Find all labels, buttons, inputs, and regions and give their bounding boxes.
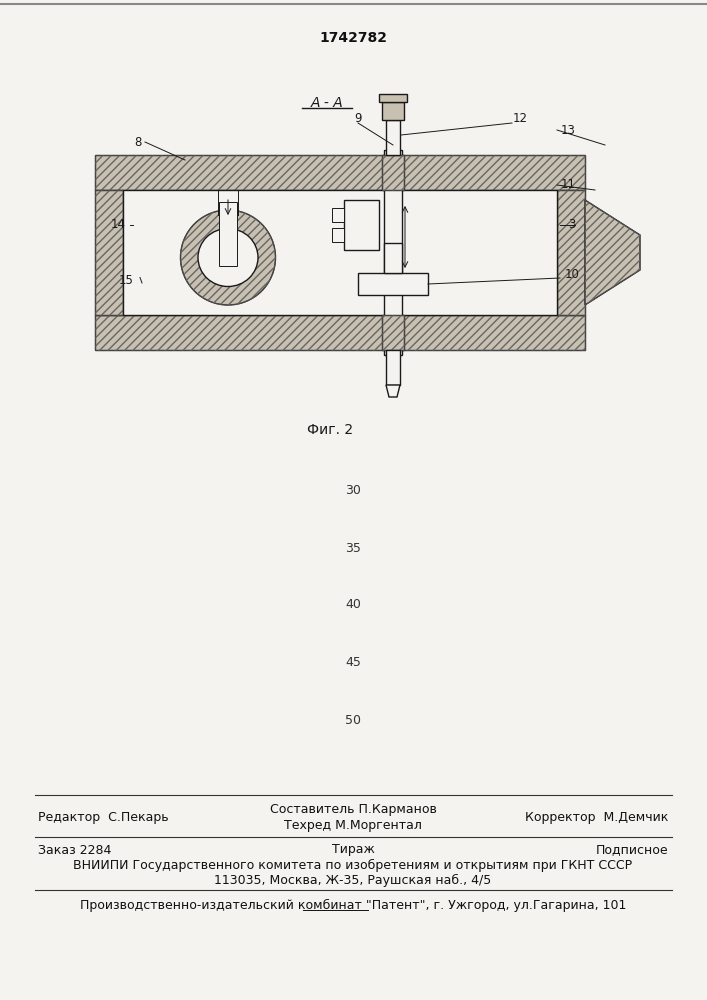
Polygon shape [95, 190, 123, 315]
Text: 35: 35 [345, 542, 361, 554]
Text: 30: 30 [345, 484, 361, 496]
Text: Редактор  С.Пекарь: Редактор С.Пекарь [38, 810, 169, 824]
Polygon shape [585, 200, 640, 305]
Polygon shape [95, 315, 585, 350]
Polygon shape [384, 243, 402, 273]
Text: 113035, Москва, Ж-35, Раушская наб., 4/5: 113035, Москва, Ж-35, Раушская наб., 4/5 [214, 873, 491, 887]
Ellipse shape [198, 229, 258, 286]
Text: 8: 8 [134, 135, 141, 148]
Polygon shape [382, 155, 404, 190]
Text: 3: 3 [568, 219, 575, 232]
Text: 40: 40 [345, 598, 361, 611]
Text: 14: 14 [110, 219, 126, 232]
Polygon shape [332, 228, 344, 242]
Text: 50: 50 [345, 714, 361, 726]
Text: 12: 12 [513, 111, 527, 124]
Text: Корректор  М.Демчик: Корректор М.Демчик [525, 810, 668, 824]
Polygon shape [379, 94, 407, 102]
Text: А - А: А - А [310, 96, 344, 110]
Text: Фиг. 2: Фиг. 2 [307, 423, 353, 437]
Text: Тираж: Тираж [332, 844, 375, 856]
Polygon shape [382, 315, 404, 350]
Text: Техред М.Моргентал: Техред М.Моргентал [284, 818, 422, 832]
Text: 9: 9 [354, 111, 362, 124]
Text: 1742782: 1742782 [319, 31, 387, 45]
Polygon shape [386, 350, 400, 385]
Polygon shape [344, 200, 379, 250]
Polygon shape [557, 190, 585, 315]
Ellipse shape [180, 210, 276, 305]
Text: Производственно-издательский комбинат "Патент", г. Ужгород, ул.Гагарина, 101: Производственно-издательский комбинат "П… [80, 898, 626, 912]
Text: Заказ 2284: Заказ 2284 [38, 844, 112, 856]
Polygon shape [123, 190, 557, 315]
Polygon shape [219, 202, 237, 265]
Text: 10: 10 [565, 268, 580, 282]
Text: 45: 45 [345, 656, 361, 670]
Polygon shape [386, 120, 400, 155]
Text: 15: 15 [119, 273, 134, 286]
Text: 13: 13 [561, 123, 575, 136]
Polygon shape [384, 150, 402, 355]
Polygon shape [332, 208, 344, 222]
Text: 11: 11 [561, 178, 575, 192]
Text: Подписное: Подписное [595, 844, 668, 856]
Polygon shape [386, 385, 400, 397]
Polygon shape [358, 273, 428, 295]
Text: ВНИИПИ Государственного комитета по изобретениям и открытиям при ГКНТ СССР: ВНИИПИ Государственного комитета по изоб… [74, 858, 633, 872]
Polygon shape [382, 102, 404, 120]
Text: Составитель П.Карманов: Составитель П.Карманов [269, 804, 436, 816]
Polygon shape [95, 155, 585, 190]
